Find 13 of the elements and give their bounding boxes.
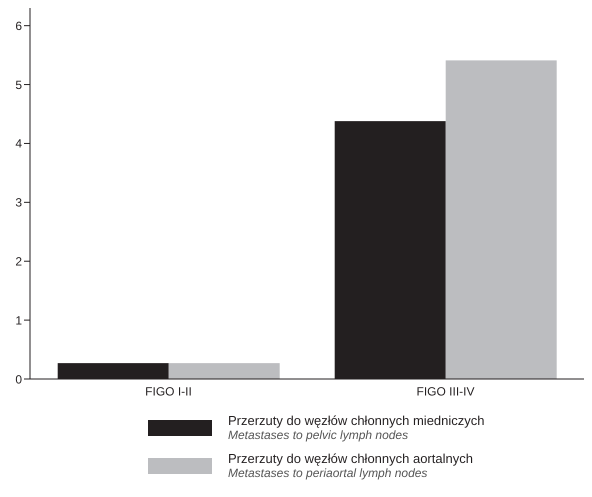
bar: [168, 363, 280, 379]
y-tick-label: 2: [15, 254, 22, 268]
y-tick-label: 0: [15, 372, 22, 386]
x-tick-label: FIGO I-II: [145, 384, 192, 399]
y-tick-label: 3: [15, 196, 22, 210]
x-tick-label: FIGO III-IV: [416, 384, 475, 399]
y-tick-label: 4: [15, 136, 22, 151]
legend-label: Przerzuty do węzłów chłonnych miedniczych Metastases to pelvic lymph nodes: [228, 413, 484, 443]
y-tick-label: 1: [15, 313, 22, 328]
bar: [446, 60, 557, 379]
y-tick-label: 5: [15, 78, 22, 92]
y-tick-label: 6: [15, 18, 22, 33]
legend-label: Przerzuty do węzłów chłonnych aortalnych Metastases to periaortal lymph nodes: [228, 451, 473, 481]
